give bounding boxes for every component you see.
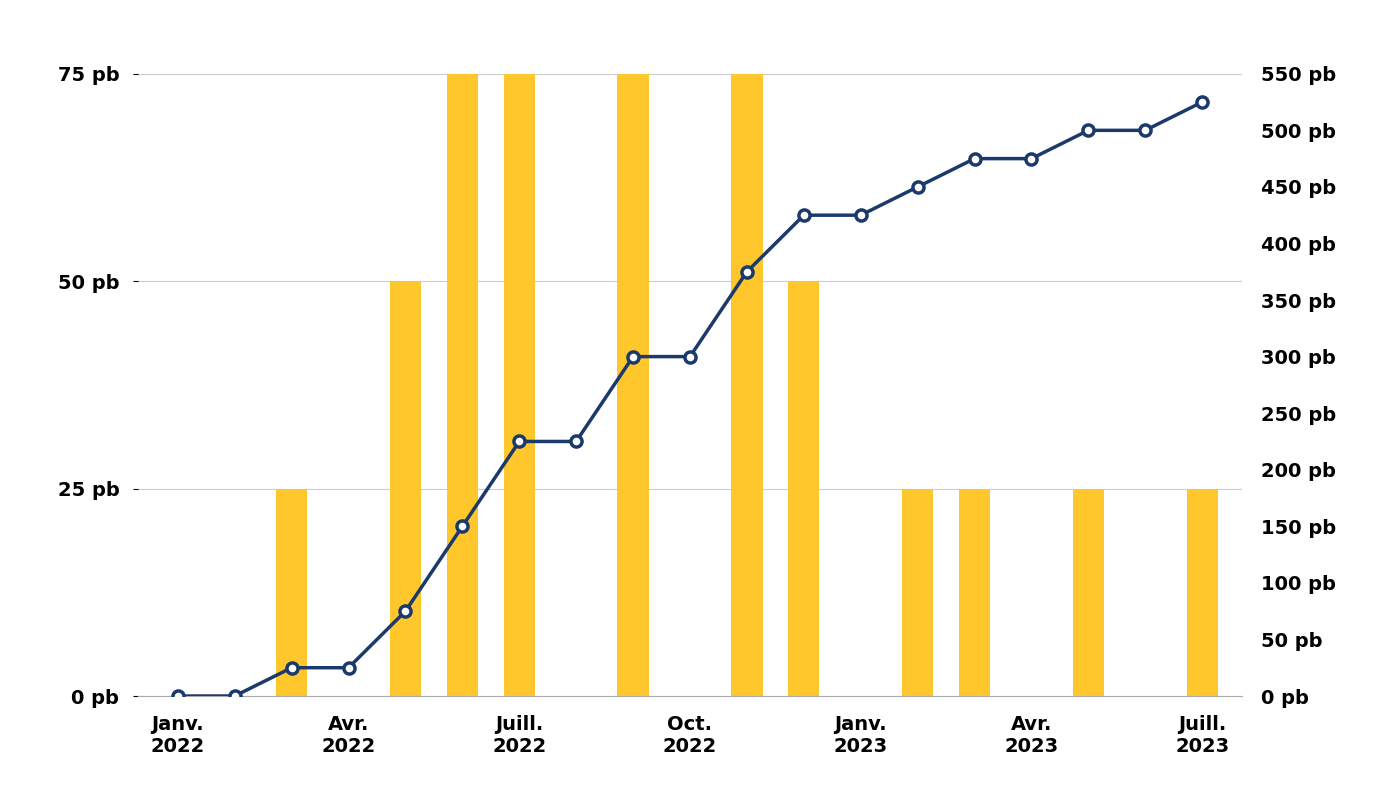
Bar bbox=[731, 74, 763, 696]
Bar bbox=[1072, 489, 1104, 696]
Bar bbox=[959, 489, 991, 696]
Bar bbox=[788, 281, 820, 696]
Bar bbox=[276, 489, 308, 696]
Bar bbox=[617, 74, 649, 696]
Bar bbox=[447, 74, 477, 696]
Bar bbox=[1187, 489, 1217, 696]
Bar bbox=[903, 489, 933, 696]
Bar bbox=[504, 74, 535, 696]
Bar bbox=[389, 281, 421, 696]
